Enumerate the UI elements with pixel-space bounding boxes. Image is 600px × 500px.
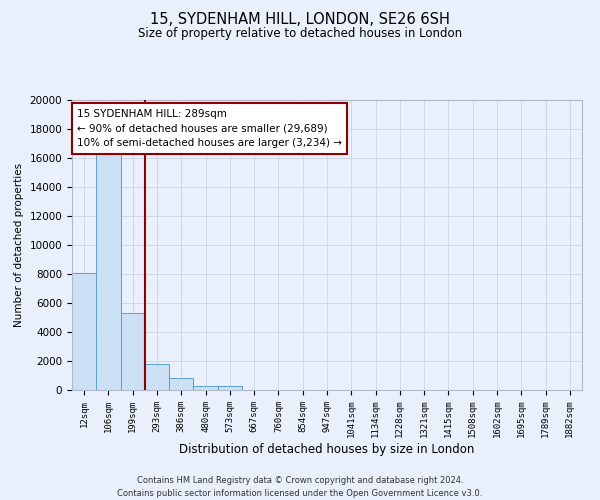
Bar [121,313,145,390]
Bar [218,386,242,390]
Bar [193,386,218,390]
X-axis label: Distribution of detached houses by size in London: Distribution of detached houses by size … [179,443,475,456]
Y-axis label: Number of detached properties: Number of detached properties [14,163,24,327]
Bar [96,150,121,390]
Text: 15, SYDENHAM HILL, LONDON, SE26 6SH: 15, SYDENHAM HILL, LONDON, SE26 6SH [150,12,450,28]
Bar [169,378,193,390]
Text: Size of property relative to detached houses in London: Size of property relative to detached ho… [138,28,462,40]
Bar [145,364,169,390]
Bar [72,272,96,390]
Text: Contains HM Land Registry data © Crown copyright and database right 2024.
Contai: Contains HM Land Registry data © Crown c… [118,476,482,498]
Text: 15 SYDENHAM HILL: 289sqm
← 90% of detached houses are smaller (29,689)
10% of se: 15 SYDENHAM HILL: 289sqm ← 90% of detach… [77,108,342,148]
